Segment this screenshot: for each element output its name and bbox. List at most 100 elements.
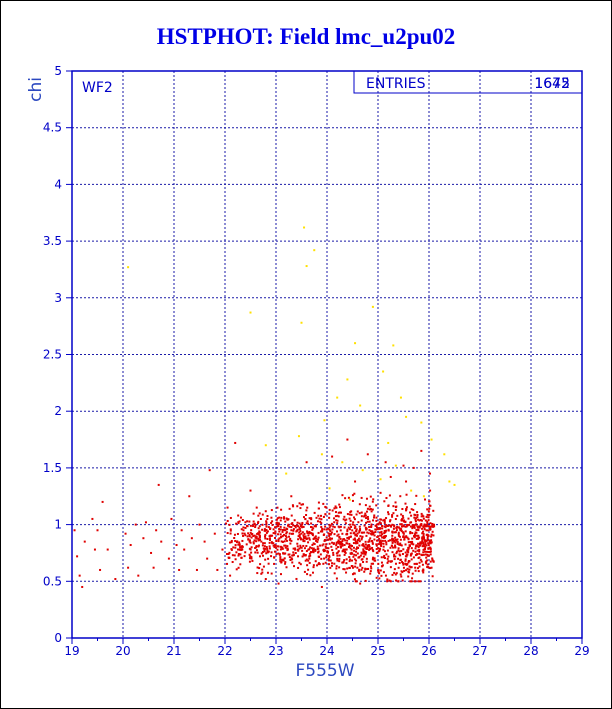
data-point — [286, 528, 289, 531]
data-point — [249, 531, 252, 534]
data-point — [414, 531, 417, 534]
data-point — [364, 504, 367, 507]
data-point — [317, 536, 320, 539]
data-point — [308, 561, 311, 564]
data-point — [312, 551, 315, 554]
data-point — [289, 559, 292, 562]
data-point — [371, 541, 374, 544]
data-point — [428, 504, 431, 507]
data-point — [417, 570, 420, 573]
data-point — [365, 510, 368, 513]
data-point — [313, 543, 316, 546]
data-point — [266, 537, 269, 540]
data-point — [367, 567, 370, 570]
data-point — [277, 538, 280, 541]
data-point — [427, 554, 430, 557]
data-point — [331, 455, 334, 458]
data-point — [406, 549, 409, 552]
data-point — [278, 516, 281, 519]
data-point — [271, 534, 274, 537]
data-point — [368, 520, 371, 523]
data-point — [283, 529, 286, 532]
data-point — [333, 562, 336, 565]
data-point — [234, 558, 237, 561]
data-point — [419, 558, 422, 561]
stats-value: 1645 — [534, 76, 570, 92]
data-point — [299, 530, 302, 533]
data-point — [274, 526, 277, 529]
data-point — [257, 532, 260, 535]
data-point — [427, 544, 430, 547]
x-axis-label: F555W — [295, 661, 354, 681]
data-point — [358, 544, 361, 547]
data-point — [355, 513, 358, 516]
data-point — [183, 548, 186, 551]
data-point — [244, 526, 247, 529]
data-point — [292, 505, 295, 508]
data-point — [348, 566, 351, 569]
data-point — [306, 506, 309, 509]
data-point — [394, 546, 397, 549]
data-point — [155, 529, 158, 532]
data-point — [264, 558, 267, 561]
data-point — [400, 529, 403, 532]
data-point — [418, 552, 421, 555]
data-point — [302, 525, 305, 528]
data-point — [230, 548, 233, 551]
data-point — [305, 522, 308, 525]
data-point — [258, 555, 261, 558]
data-point — [316, 545, 319, 548]
data-point — [315, 516, 318, 519]
data-point — [306, 530, 309, 533]
data-point — [379, 569, 382, 572]
data-point — [336, 557, 339, 560]
data-point — [411, 527, 414, 530]
data-point — [423, 539, 426, 542]
data-point — [232, 546, 235, 549]
data-point — [314, 537, 317, 540]
data-point — [412, 556, 415, 559]
data-point — [279, 573, 282, 576]
data-point — [252, 512, 255, 515]
data-point — [273, 544, 276, 547]
data-point — [241, 548, 244, 551]
data-point — [399, 495, 402, 498]
data-point — [344, 497, 347, 500]
data-point — [352, 538, 355, 541]
data-point — [317, 501, 320, 504]
data-point — [370, 523, 373, 526]
data-point — [416, 545, 419, 548]
data-point — [285, 536, 288, 539]
data-point — [358, 512, 361, 515]
data-point — [394, 464, 397, 467]
data-point — [355, 550, 358, 553]
data-point — [338, 536, 341, 539]
data-point — [410, 521, 413, 524]
data-point — [423, 523, 426, 526]
x-tick-label: 23 — [268, 644, 283, 658]
data-point — [386, 580, 389, 583]
data-point — [315, 539, 318, 542]
data-point — [262, 565, 265, 568]
data-point — [331, 537, 334, 540]
data-point — [312, 566, 315, 569]
data-point — [403, 538, 406, 541]
data-point — [349, 519, 352, 522]
data-point — [319, 530, 322, 533]
data-point — [274, 546, 277, 549]
data-point — [383, 500, 386, 503]
data-point — [285, 532, 288, 535]
data-point — [337, 542, 340, 545]
data-point — [402, 548, 405, 551]
data-point — [372, 532, 375, 535]
data-point — [227, 552, 230, 555]
data-point — [328, 542, 331, 545]
data-point — [426, 538, 429, 541]
data-point — [432, 534, 435, 537]
data-point — [367, 540, 370, 543]
data-point — [310, 517, 313, 520]
data-point — [256, 572, 259, 575]
data-point — [402, 519, 405, 522]
data-point — [279, 525, 282, 528]
data-point — [397, 534, 400, 537]
